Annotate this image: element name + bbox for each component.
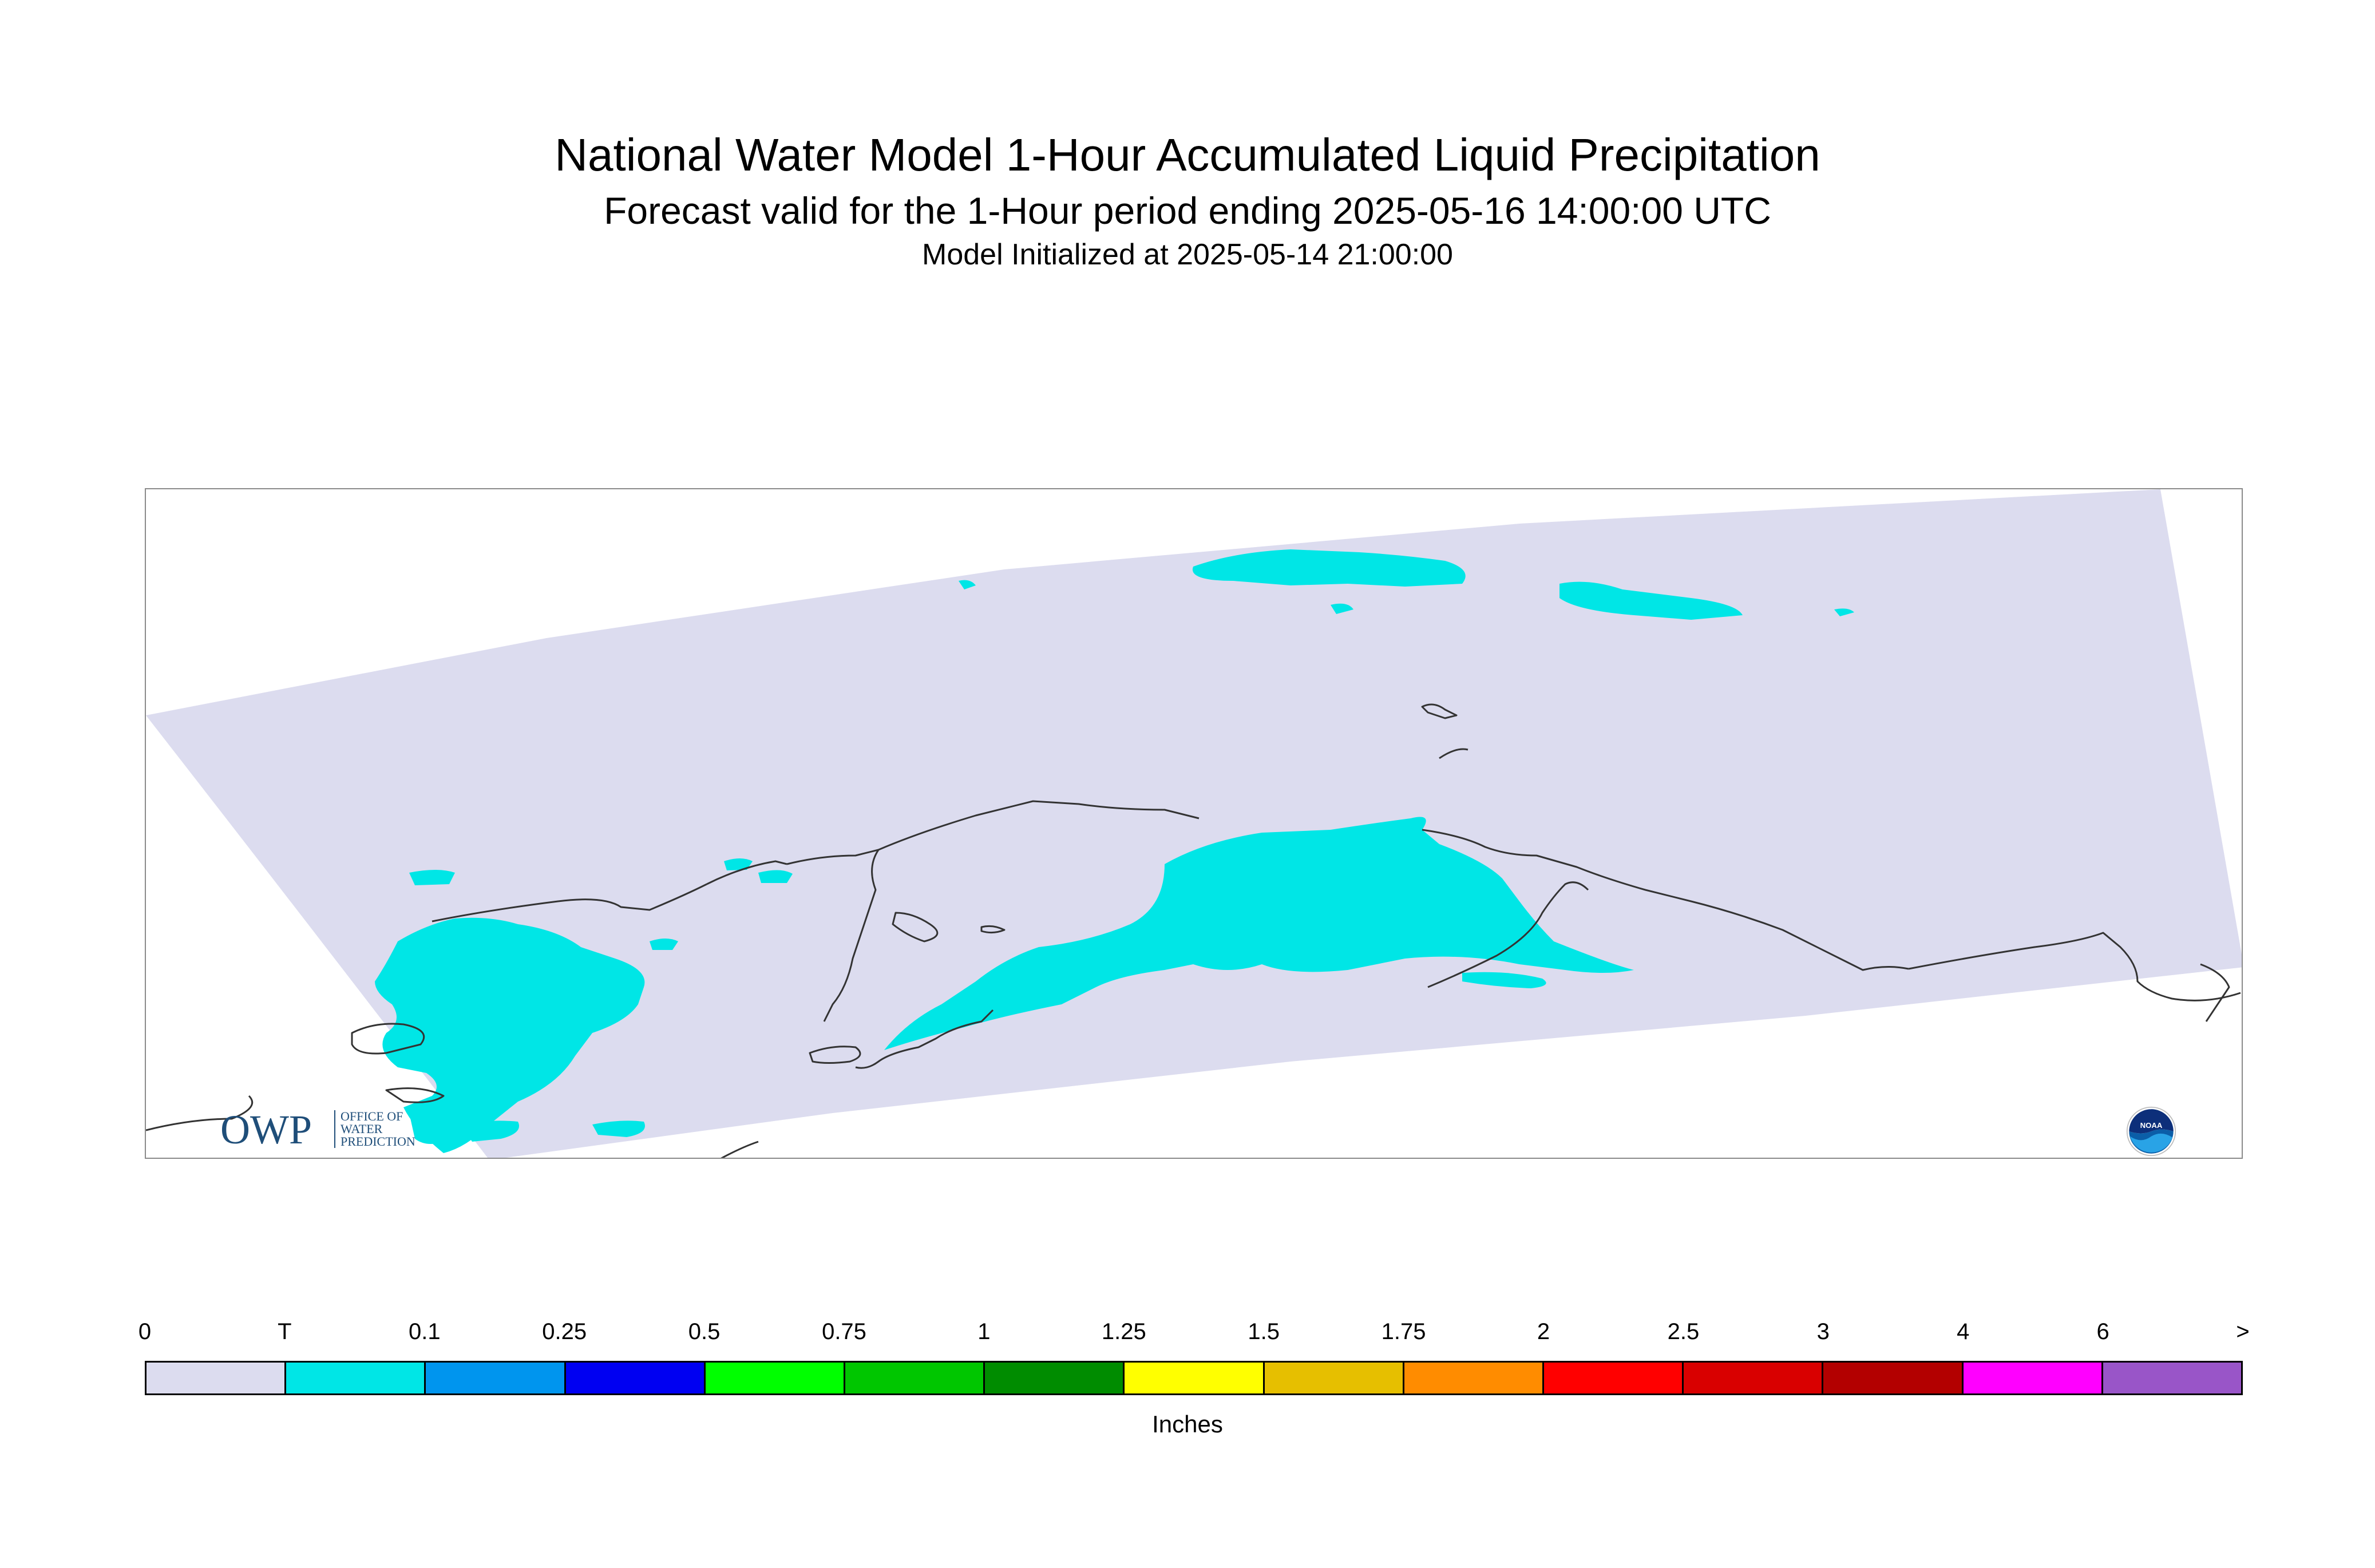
colorbar-tick-label: 0 <box>138 1319 152 1344</box>
noaa-logo-text: NOAA <box>2140 1121 2163 1130</box>
colorbar-tick-label: 2.5 <box>1667 1319 1700 1344</box>
colorbar-swatch-2 <box>426 1363 566 1393</box>
colorbar-swatch-11 <box>1684 1363 1824 1393</box>
colorbar-tick-label: 1 <box>977 1319 991 1344</box>
alaska-precip-map <box>146 489 2242 1158</box>
colorbar-tick-label: 2 <box>1537 1319 1550 1344</box>
colorbar-swatch-3 <box>565 1363 706 1393</box>
colorbar-swatch-0 <box>147 1363 287 1393</box>
colorbar-swatch-8 <box>1264 1363 1404 1393</box>
colorbar-tick-label: 1.75 <box>1381 1319 1426 1344</box>
forecast-valid-subtitle: Forecast valid for the 1-Hour period end… <box>604 189 1771 232</box>
model-domain-area <box>146 489 2242 1158</box>
colorbar-swatch-5 <box>845 1363 985 1393</box>
colorbar-swatch-6 <box>985 1363 1125 1393</box>
owp-logo-text: OWP <box>220 1107 312 1150</box>
coastlines <box>146 703 2241 1158</box>
colorbar-swatch-10 <box>1544 1363 1684 1393</box>
colorbar-tick-label: T <box>278 1319 292 1344</box>
colorbar-tick-label: 0.75 <box>822 1319 866 1344</box>
colorbar-swatch-12 <box>1823 1363 1964 1393</box>
map-panel: OWP OFFICE OF WATER PREDICTION NOAA <box>145 488 2243 1159</box>
colorbar-tick-label: > <box>2236 1319 2250 1344</box>
precip-colorbar <box>145 1361 2243 1395</box>
colorbar-tick-label: 0.5 <box>688 1319 721 1344</box>
colorbar-tick-label: 1.5 <box>1248 1319 1280 1344</box>
owp-logo-line3: PREDICTION <box>341 1134 415 1149</box>
colorbar-swatch-9 <box>1404 1363 1545 1393</box>
colorbar-swatch-7 <box>1125 1363 1265 1393</box>
colorbar-unit-label: Inches <box>1152 1411 1223 1438</box>
colorbar-swatch-13 <box>1963 1363 2103 1393</box>
colorbar-swatch-14 <box>2103 1363 2242 1393</box>
noaa-logo: NOAA <box>2126 1106 2176 1157</box>
owp-logo-line1: OFFICE OF <box>341 1109 403 1123</box>
colorbar-tick-label: 4 <box>1957 1319 1970 1344</box>
colorbar-tick-label: 0.25 <box>542 1319 587 1344</box>
colorbar-tick-label: 6 <box>2096 1319 2109 1344</box>
colorbar-tick-label: 1.25 <box>1101 1319 1146 1344</box>
colorbar-swatch-4 <box>705 1363 846 1393</box>
colorbar-tick-label: 0.1 <box>408 1319 441 1344</box>
model-initialized-line: Model Initialized at 2025-05-14 21:00:00 <box>922 238 1453 271</box>
chart-title: National Water Model 1-Hour Accumulated … <box>555 129 1820 180</box>
precipitation-areas <box>375 549 1854 1153</box>
colorbar-tick-label: 3 <box>1816 1319 1830 1344</box>
owp-logo-line2: WATER <box>341 1122 383 1136</box>
owp-logo: OWP OFFICE OF WATER PREDICTION <box>220 1107 415 1150</box>
colorbar-swatch-1 <box>286 1363 426 1393</box>
